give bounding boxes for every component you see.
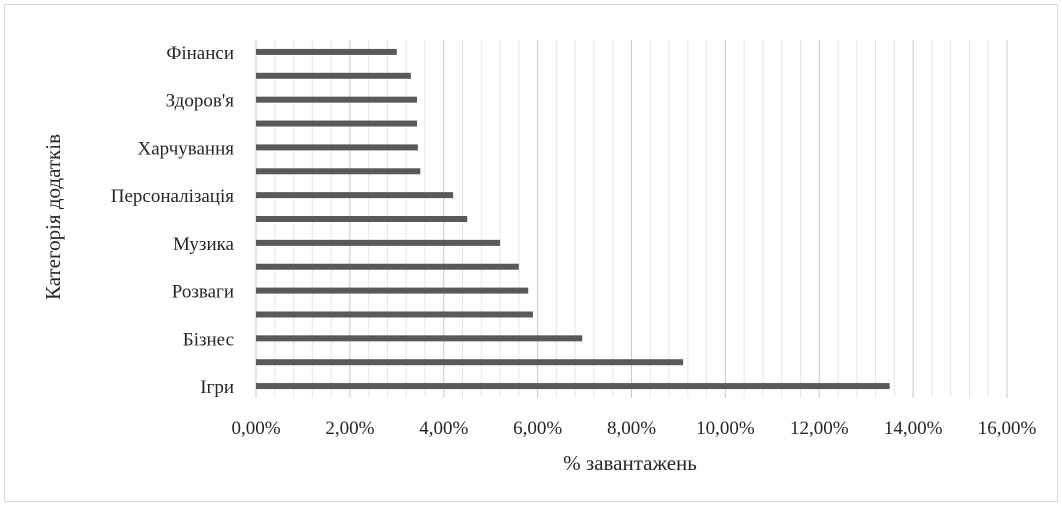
bar (256, 192, 454, 199)
bar (256, 72, 411, 79)
x-tick-label: 10,00% (696, 418, 755, 439)
bar (256, 239, 501, 246)
bar (256, 335, 583, 342)
category-label: Бізнес (183, 329, 234, 350)
category-label: Харчування (138, 138, 235, 159)
x-tick-label: 12,00% (790, 418, 849, 439)
category-labels: Ігри Бізнес Розваги Музика Персоналізація Хар… (111, 43, 235, 398)
x-tick-label: 16,00% (978, 418, 1037, 439)
bar (256, 311, 533, 318)
bar (256, 216, 468, 222)
x-tick-label: 0,00% (231, 418, 280, 439)
x-tick-label: 4,00% (419, 418, 468, 439)
bar (256, 383, 890, 390)
bar (256, 120, 417, 127)
bar (256, 168, 421, 175)
bar (256, 96, 417, 103)
bar (256, 287, 529, 294)
category-label: Розваги (172, 282, 234, 303)
x-axis-title: % завантажень (563, 451, 697, 475)
chart-frame (4, 4, 1058, 502)
category-label: Фінанси (166, 43, 234, 64)
x-tick-label: 8,00% (607, 418, 656, 439)
category-label: Здоров'я (166, 91, 235, 112)
x-tick-label: 14,00% (884, 418, 943, 439)
x-tick-label: 2,00% (325, 418, 374, 439)
x-tick-labels: 0,00% 2,00% 4,00% 6,00% 8,00% 10,00% 12,00% 14,… (231, 418, 1036, 439)
category-label: Персоналізація (111, 186, 235, 207)
bar (256, 359, 684, 366)
category-label: Ігри (200, 377, 234, 398)
bar (256, 48, 397, 55)
x-tick-label: 6,00% (513, 418, 562, 439)
y-axis-title: Категорія додатків (41, 134, 65, 300)
bar (256, 144, 418, 151)
bar (256, 263, 519, 270)
bars (256, 48, 890, 390)
category-label: Музика (173, 234, 235, 255)
